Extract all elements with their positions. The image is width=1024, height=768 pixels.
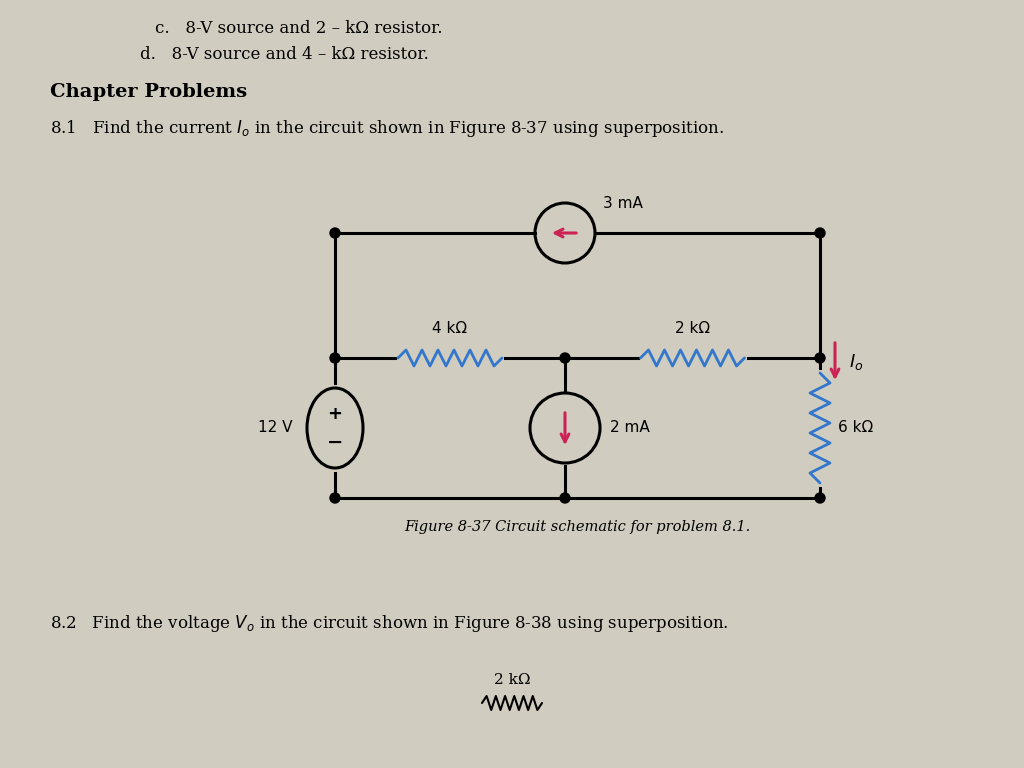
Circle shape (330, 228, 340, 238)
Circle shape (330, 353, 340, 363)
Text: 12 V: 12 V (258, 421, 293, 435)
Text: +: + (328, 405, 342, 423)
Circle shape (815, 353, 825, 363)
Text: Figure 8-37 Circuit schematic for problem 8.1.: Figure 8-37 Circuit schematic for proble… (403, 520, 751, 534)
Text: 2 kΩ: 2 kΩ (494, 673, 530, 687)
Text: −: − (327, 432, 343, 452)
Text: 3 mA: 3 mA (603, 196, 643, 211)
Text: Chapter Problems: Chapter Problems (50, 83, 247, 101)
Text: 2 mA: 2 mA (610, 421, 650, 435)
Text: 6 kΩ: 6 kΩ (838, 421, 873, 435)
Text: 4 kΩ: 4 kΩ (432, 321, 468, 336)
Circle shape (560, 353, 570, 363)
Circle shape (330, 493, 340, 503)
Circle shape (560, 493, 570, 503)
Text: d.   8-V source and 4 – kΩ resistor.: d. 8-V source and 4 – kΩ resistor. (140, 46, 429, 63)
Text: 8.2   Find the voltage $V_o$ in the circuit shown in Figure 8-38 using superposi: 8.2 Find the voltage $V_o$ in the circui… (50, 613, 729, 634)
Text: 8.1   Find the current $I_o$ in the circuit shown in Figure 8-37 using superposi: 8.1 Find the current $I_o$ in the circui… (50, 118, 724, 139)
Text: 2 kΩ: 2 kΩ (675, 321, 710, 336)
Circle shape (815, 228, 825, 238)
Text: $I_o$: $I_o$ (849, 352, 863, 372)
Text: c.   8-V source and 2 – kΩ resistor.: c. 8-V source and 2 – kΩ resistor. (155, 20, 442, 37)
Circle shape (815, 493, 825, 503)
